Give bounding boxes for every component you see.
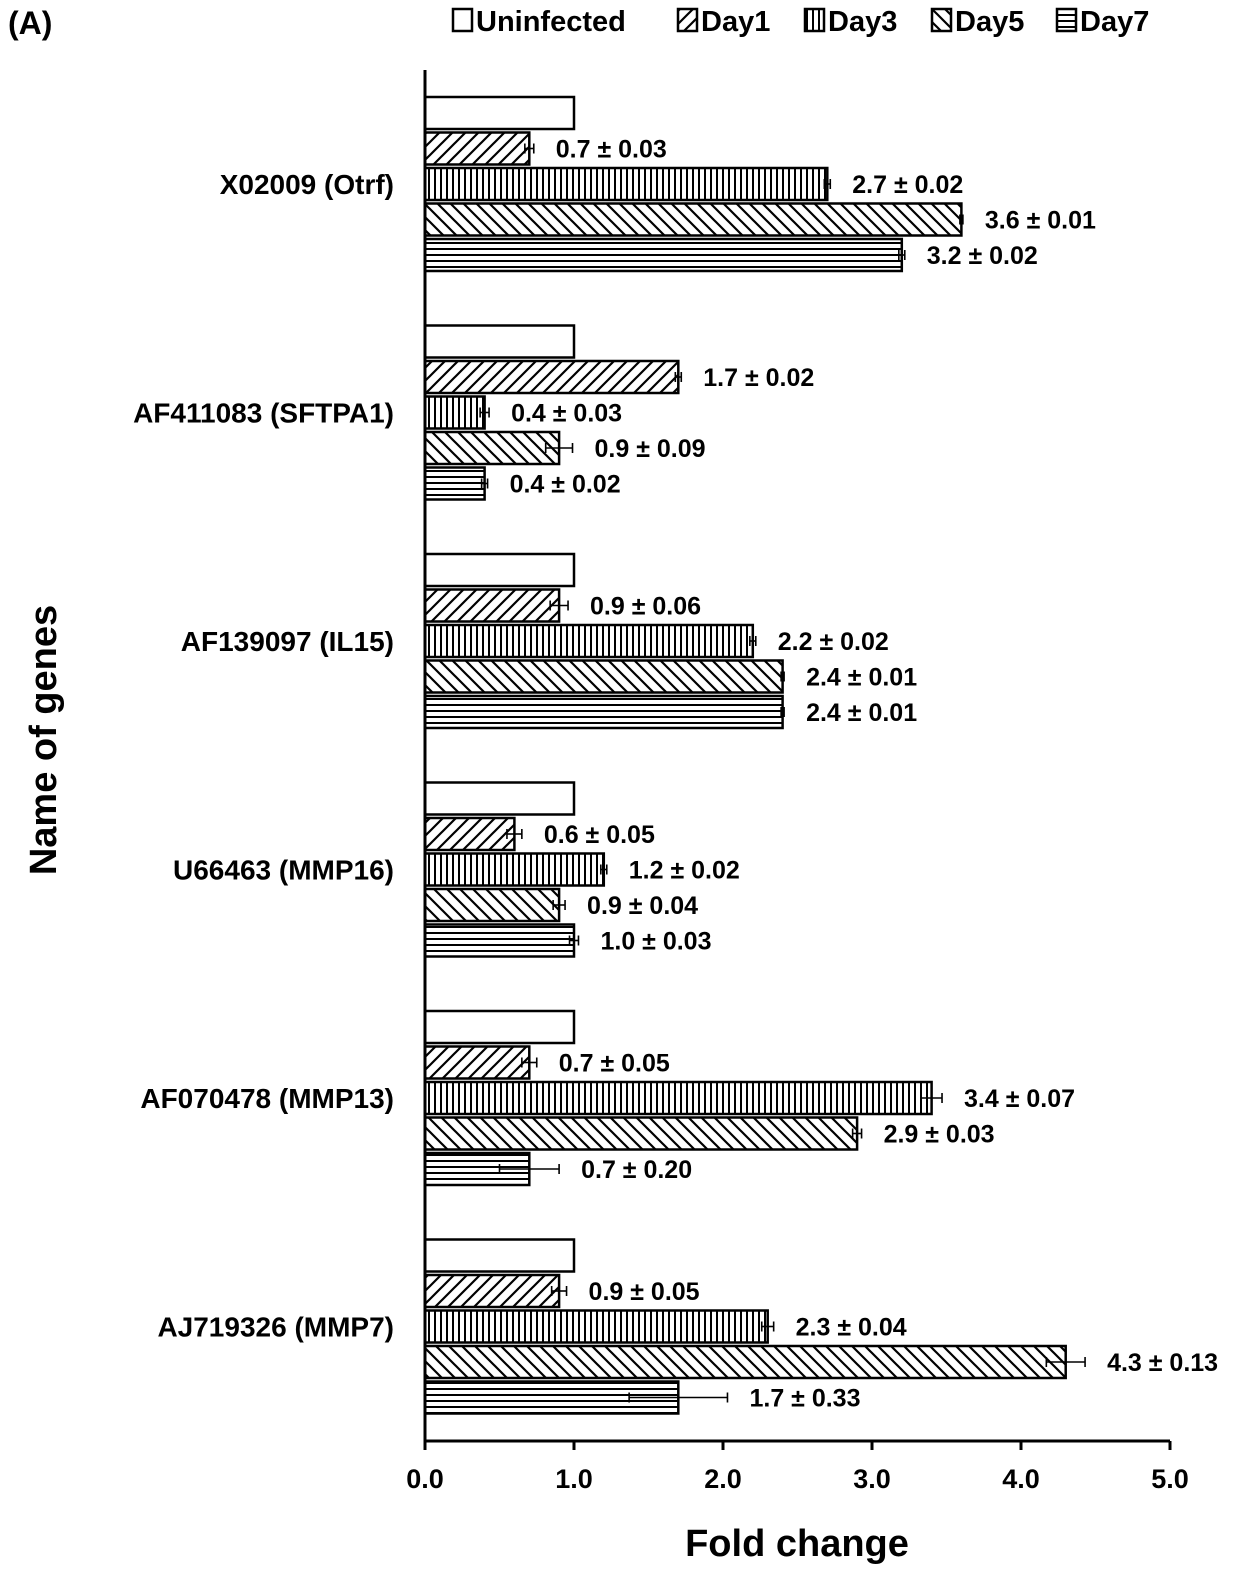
data-label-af411083-sftpa1-day3: 0.4 ± 0.03 bbox=[511, 400, 622, 428]
x-tick-label-4: 4.0 bbox=[1002, 1464, 1040, 1494]
x-tick-label-2: 2.0 bbox=[704, 1464, 742, 1494]
bar-af411083-sftpa1-day1 bbox=[423, 359, 680, 395]
data-label-aj719326-mmp7-day1: 0.9 ± 0.05 bbox=[589, 1278, 700, 1306]
bar-u66463-mmp16-day3 bbox=[423, 852, 606, 887]
bar-af139097-il15-day3 bbox=[423, 623, 755, 659]
bars-layer: X02009 (Otrf) 0.7 ± 0.03 2.7 ± 0.02 3.6 ± 0… bbox=[133, 95, 1218, 1415]
data-label-x02009-otrf-day5: 3.6 ± 0.01 bbox=[985, 207, 1096, 235]
bar-af139097-il15-uninfected bbox=[423, 552, 576, 588]
data-label-af411083-sftpa1-day1: 1.7 ± 0.02 bbox=[703, 364, 814, 392]
bar-af070478-mmp13-day1 bbox=[423, 1045, 531, 1080]
x-tick-label-1: 1.0 bbox=[555, 1464, 593, 1494]
data-label-af411083-sftpa1-day7: 0.4 ± 0.02 bbox=[510, 471, 621, 499]
bar-u66463-mmp16-day1 bbox=[423, 816, 516, 852]
legend-label-day5: Day5 bbox=[955, 6, 1024, 38]
bar-x02009-otrf-uninfected bbox=[423, 95, 576, 131]
bar-aj719326-mmp7-day5 bbox=[423, 1344, 1067, 1380]
bar-af411083-sftpa1-day5 bbox=[423, 430, 561, 466]
legend-label-day7: Day7 bbox=[1080, 6, 1149, 38]
bar-af411083-sftpa1-uninfected bbox=[423, 324, 576, 359]
legend-swatch-day1 bbox=[676, 7, 699, 33]
category-label-x02009-otrf: X02009 (Otrf) bbox=[220, 169, 394, 200]
bar-af070478-mmp13-uninfected bbox=[423, 1009, 576, 1045]
data-label-x02009-otrf-day1: 0.7 ± 0.03 bbox=[556, 136, 667, 164]
bar-x02009-otrf-day3 bbox=[423, 166, 829, 202]
bar-u66463-mmp16-day7 bbox=[423, 923, 576, 958]
bar-af139097-il15-day5 bbox=[423, 659, 784, 694]
bar-af139097-il15-day7 bbox=[423, 694, 784, 730]
data-label-af139097-il15-day7: 2.4 ± 0.01 bbox=[806, 699, 917, 727]
bar-af411083-sftpa1-day7 bbox=[423, 466, 486, 501]
legend-label-uninfected: Uninfected bbox=[476, 6, 626, 38]
panel-label: (A) bbox=[8, 5, 52, 41]
data-label-af411083-sftpa1-day5: 0.9 ± 0.09 bbox=[595, 435, 706, 463]
data-label-u66463-mmp16-day1: 0.6 ± 0.05 bbox=[544, 821, 655, 849]
y-axis-title: Name of genes bbox=[23, 605, 65, 875]
data-label-x02009-otrf-day7: 3.2 ± 0.02 bbox=[927, 242, 1038, 270]
legend-swatch-day5 bbox=[930, 7, 953, 33]
bar-af411083-sftpa1-day3 bbox=[423, 395, 486, 430]
category-label-af070478-mmp13: AF070478 (MMP13) bbox=[140, 1083, 394, 1114]
x-tick-label-0: 0.0 bbox=[406, 1464, 444, 1494]
data-label-aj719326-mmp7-day5: 4.3 ± 0.13 bbox=[1107, 1349, 1218, 1377]
data-label-af070478-mmp13-day5: 2.9 ± 0.03 bbox=[884, 1121, 995, 1149]
category-label-af411083-sftpa1: AF411083 (SFTPA1) bbox=[133, 398, 394, 429]
data-label-af139097-il15-day3: 2.2 ± 0.02 bbox=[778, 628, 889, 656]
legend-label-day3: Day3 bbox=[828, 6, 897, 38]
bar-af070478-mmp13-day5 bbox=[423, 1116, 859, 1151]
data-label-af070478-mmp13-day3: 3.4 ± 0.07 bbox=[964, 1085, 1075, 1113]
axes-layer: 0.0 1.0 2.0 3.0 4.0 5.0 bbox=[406, 70, 1189, 1494]
legend-swatch-day3 bbox=[803, 7, 826, 33]
bar-u66463-mmp16-uninfected bbox=[423, 781, 576, 816]
legend: Uninfected Day1 Day3 Day5 Day7 bbox=[451, 6, 1149, 38]
bar-aj719326-mmp7-day1 bbox=[423, 1273, 561, 1309]
data-label-af139097-il15-day5: 2.4 ± 0.01 bbox=[806, 664, 917, 692]
legend-swatch-day7 bbox=[1055, 7, 1078, 33]
bar-af139097-il15-day1 bbox=[423, 588, 561, 623]
data-label-u66463-mmp16-day7: 1.0 ± 0.03 bbox=[600, 928, 711, 956]
bar-x02009-otrf-day5 bbox=[423, 202, 963, 237]
data-label-aj719326-mmp7-day7: 1.7 ± 0.33 bbox=[749, 1385, 860, 1413]
data-label-af070478-mmp13-day1: 0.7 ± 0.05 bbox=[559, 1050, 670, 1078]
bar-x02009-otrf-day1 bbox=[423, 131, 531, 166]
data-label-af139097-il15-day1: 0.9 ± 0.06 bbox=[590, 593, 701, 621]
data-label-u66463-mmp16-day5: 0.9 ± 0.04 bbox=[587, 892, 698, 920]
x-tick-label-5: 5.0 bbox=[1151, 1464, 1189, 1494]
bar-x02009-otrf-day7 bbox=[423, 237, 904, 273]
data-label-x02009-otrf-day3: 2.7 ± 0.02 bbox=[852, 171, 963, 199]
data-label-af070478-mmp13-day7: 0.7 ± 0.20 bbox=[581, 1156, 692, 1184]
category-label-aj719326-mmp7: AJ719326 (MMP7) bbox=[157, 1312, 394, 1343]
bar-aj719326-mmp7-uninfected bbox=[423, 1238, 576, 1273]
bar-af070478-mmp13-day3 bbox=[423, 1080, 933, 1116]
data-label-aj719326-mmp7-day3: 2.3 ± 0.04 bbox=[796, 1314, 907, 1342]
category-label-u66463-mmp16: U66463 (MMP16) bbox=[173, 855, 394, 886]
data-label-u66463-mmp16-day3: 1.2 ± 0.02 bbox=[629, 857, 740, 885]
x-tick-label-3: 3.0 bbox=[853, 1464, 891, 1494]
x-axis-title: Fold change bbox=[685, 1523, 909, 1565]
bar-aj719326-mmp7-day3 bbox=[423, 1309, 769, 1344]
bar-u66463-mmp16-day5 bbox=[423, 887, 561, 923]
category-label-af139097-il15: AF139097 (IL15) bbox=[181, 626, 394, 657]
legend-label-day1: Day1 bbox=[701, 6, 770, 38]
legend-swatch-uninfected bbox=[451, 7, 474, 33]
